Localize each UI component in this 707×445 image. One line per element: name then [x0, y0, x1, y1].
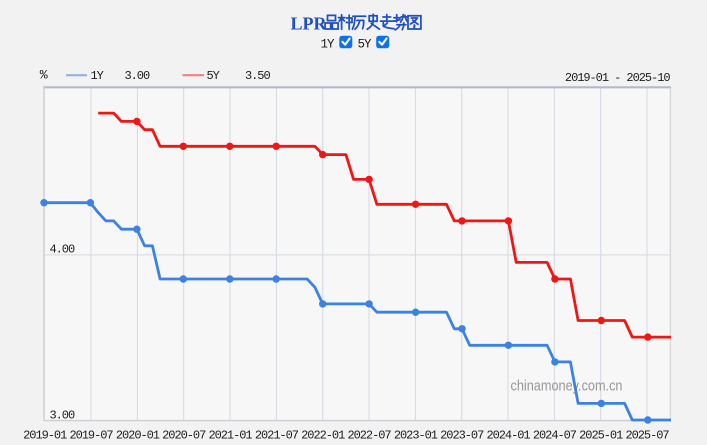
svg-text:2020-07: 2020-07 — [162, 429, 206, 443]
svg-text:LPR: LPR — [291, 14, 328, 34]
svg-text:3.50: 3.50 — [245, 69, 270, 83]
svg-text:1Y: 1Y — [321, 38, 335, 52]
svg-text:2021-01: 2021-01 — [208, 429, 252, 443]
svg-text:2023-01: 2023-01 — [394, 429, 438, 443]
svg-text:2022-01: 2022-01 — [301, 429, 345, 443]
svg-text:2022-07: 2022-07 — [347, 429, 391, 443]
svg-text:2019-01: 2019-01 — [23, 429, 67, 443]
svg-text:2021-07: 2021-07 — [255, 429, 299, 443]
svg-text:5Y: 5Y — [207, 69, 220, 83]
svg-text:3.00: 3.00 — [125, 69, 150, 83]
svg-text:4.00: 4.00 — [50, 243, 75, 257]
svg-text:2025-01: 2025-01 — [579, 429, 623, 443]
svg-text:3.00: 3.00 — [50, 409, 75, 423]
svg-text:2023-07: 2023-07 — [440, 429, 484, 443]
svg-text:%: % — [40, 68, 48, 83]
svg-text:2020-01: 2020-01 — [116, 429, 160, 443]
svg-text:2019-01 - 2025-10: 2019-01 - 2025-10 — [565, 71, 670, 85]
svg-text:2024-07: 2024-07 — [533, 429, 577, 443]
svg-text:2024-01: 2024-01 — [486, 429, 530, 443]
svg-text:1Y: 1Y — [91, 69, 104, 83]
svg-text:chinamoney.com.cn: chinamoney.com.cn — [511, 379, 623, 395]
svg-text:5Y: 5Y — [358, 38, 372, 52]
svg-text:2025-07: 2025-07 — [625, 429, 669, 443]
svg-text:2019-07: 2019-07 — [69, 429, 113, 443]
